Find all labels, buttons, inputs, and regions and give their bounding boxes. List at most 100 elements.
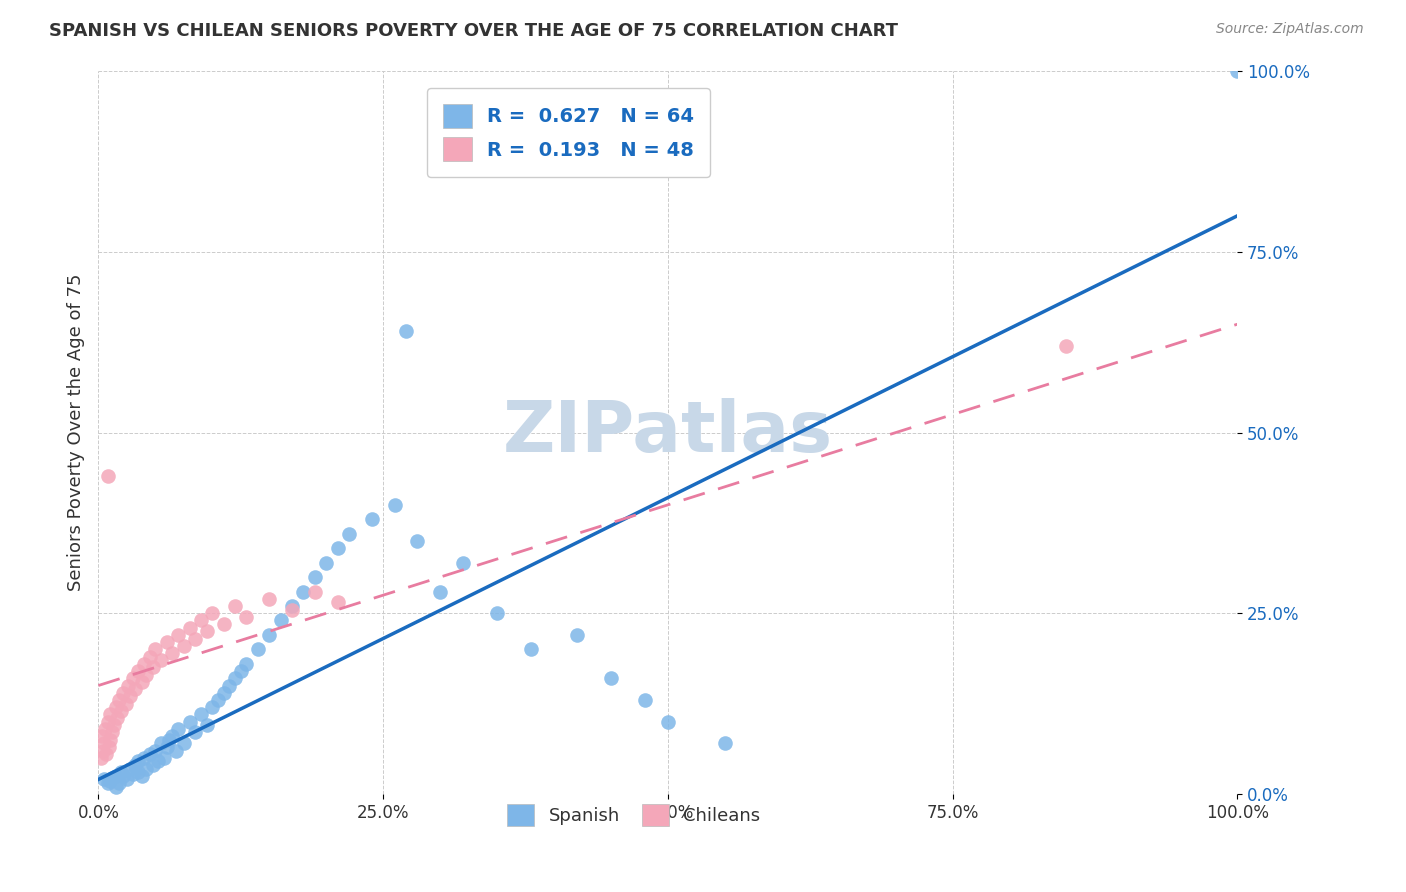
Point [224, 671, 246, 685]
Point [235, 610, 257, 624]
Point [520, 642, 543, 657]
Point [657, 714, 679, 729]
Point [190, 614, 212, 628]
Point [146, 755, 169, 769]
Point [360, 512, 382, 526]
Point [98, 707, 121, 722]
Point [98, 732, 121, 747]
Point [93, 772, 115, 787]
Point [132, 657, 155, 671]
Point [127, 755, 149, 769]
Point [115, 772, 138, 787]
Point [384, 498, 406, 512]
Point [138, 747, 160, 761]
Point [145, 743, 167, 757]
Point [304, 570, 326, 584]
Point [229, 664, 252, 678]
Point [131, 769, 153, 783]
Point [108, 693, 131, 707]
Point [1054, 339, 1078, 353]
Point [184, 725, 207, 739]
Point [121, 671, 143, 685]
Point [292, 584, 315, 599]
Point [90, 751, 112, 765]
Point [179, 714, 201, 729]
Point [96, 747, 118, 761]
Point [145, 642, 167, 657]
Point [104, 700, 127, 714]
Point [184, 632, 207, 646]
Point [195, 718, 218, 732]
Point [173, 639, 195, 653]
Point [97, 739, 120, 754]
Point [201, 700, 224, 714]
Point [451, 556, 474, 570]
Point [96, 714, 118, 729]
Point [91, 743, 114, 757]
Point [224, 599, 246, 613]
Point [179, 621, 201, 635]
Point [101, 725, 124, 739]
Point [315, 556, 337, 570]
Point [135, 762, 157, 776]
Point [218, 678, 240, 692]
Point [1226, 64, 1249, 78]
Point [429, 584, 451, 599]
Point [96, 776, 118, 790]
Point [326, 541, 349, 556]
Point [565, 628, 588, 642]
Point [195, 624, 218, 639]
Point [486, 607, 509, 621]
Point [138, 649, 160, 664]
Point [714, 736, 737, 750]
Point [135, 667, 157, 681]
Point [150, 653, 173, 667]
Point [114, 697, 136, 711]
Point [212, 617, 235, 632]
Point [110, 765, 132, 780]
Point [201, 607, 224, 621]
Point [304, 584, 326, 599]
Point [105, 711, 128, 725]
Point [153, 751, 176, 765]
Point [142, 758, 165, 772]
Point [90, 729, 112, 743]
Point [162, 729, 184, 743]
Point [190, 707, 212, 722]
Point [108, 776, 131, 790]
Point [156, 635, 179, 649]
Point [406, 533, 429, 548]
Point [395, 325, 418, 339]
Point [94, 722, 117, 736]
Point [281, 599, 304, 613]
Point [112, 686, 135, 700]
Point [132, 751, 155, 765]
Point [127, 765, 149, 780]
Point [120, 690, 142, 704]
Point [167, 628, 190, 642]
Point [124, 758, 146, 772]
Point [110, 704, 132, 718]
Point [165, 743, 187, 757]
Point [131, 674, 153, 689]
Point [157, 732, 180, 747]
Point [162, 646, 184, 660]
Point [112, 769, 135, 783]
Point [337, 526, 360, 541]
Point [167, 722, 190, 736]
Point [98, 773, 121, 788]
Point [121, 766, 143, 780]
Point [93, 736, 115, 750]
Text: Source: ZipAtlas.com: Source: ZipAtlas.com [1216, 22, 1364, 37]
Point [634, 693, 657, 707]
Text: SPANISH VS CHILEAN SENIORS POVERTY OVER THE AGE OF 75 CORRELATION CHART: SPANISH VS CHILEAN SENIORS POVERTY OVER … [49, 22, 898, 40]
Point [104, 769, 127, 783]
Point [207, 693, 229, 707]
Point [246, 642, 269, 657]
Point [96, 469, 118, 483]
Point [600, 671, 623, 685]
Point [212, 686, 235, 700]
Point [156, 739, 179, 754]
Point [173, 736, 195, 750]
Point [259, 591, 281, 606]
